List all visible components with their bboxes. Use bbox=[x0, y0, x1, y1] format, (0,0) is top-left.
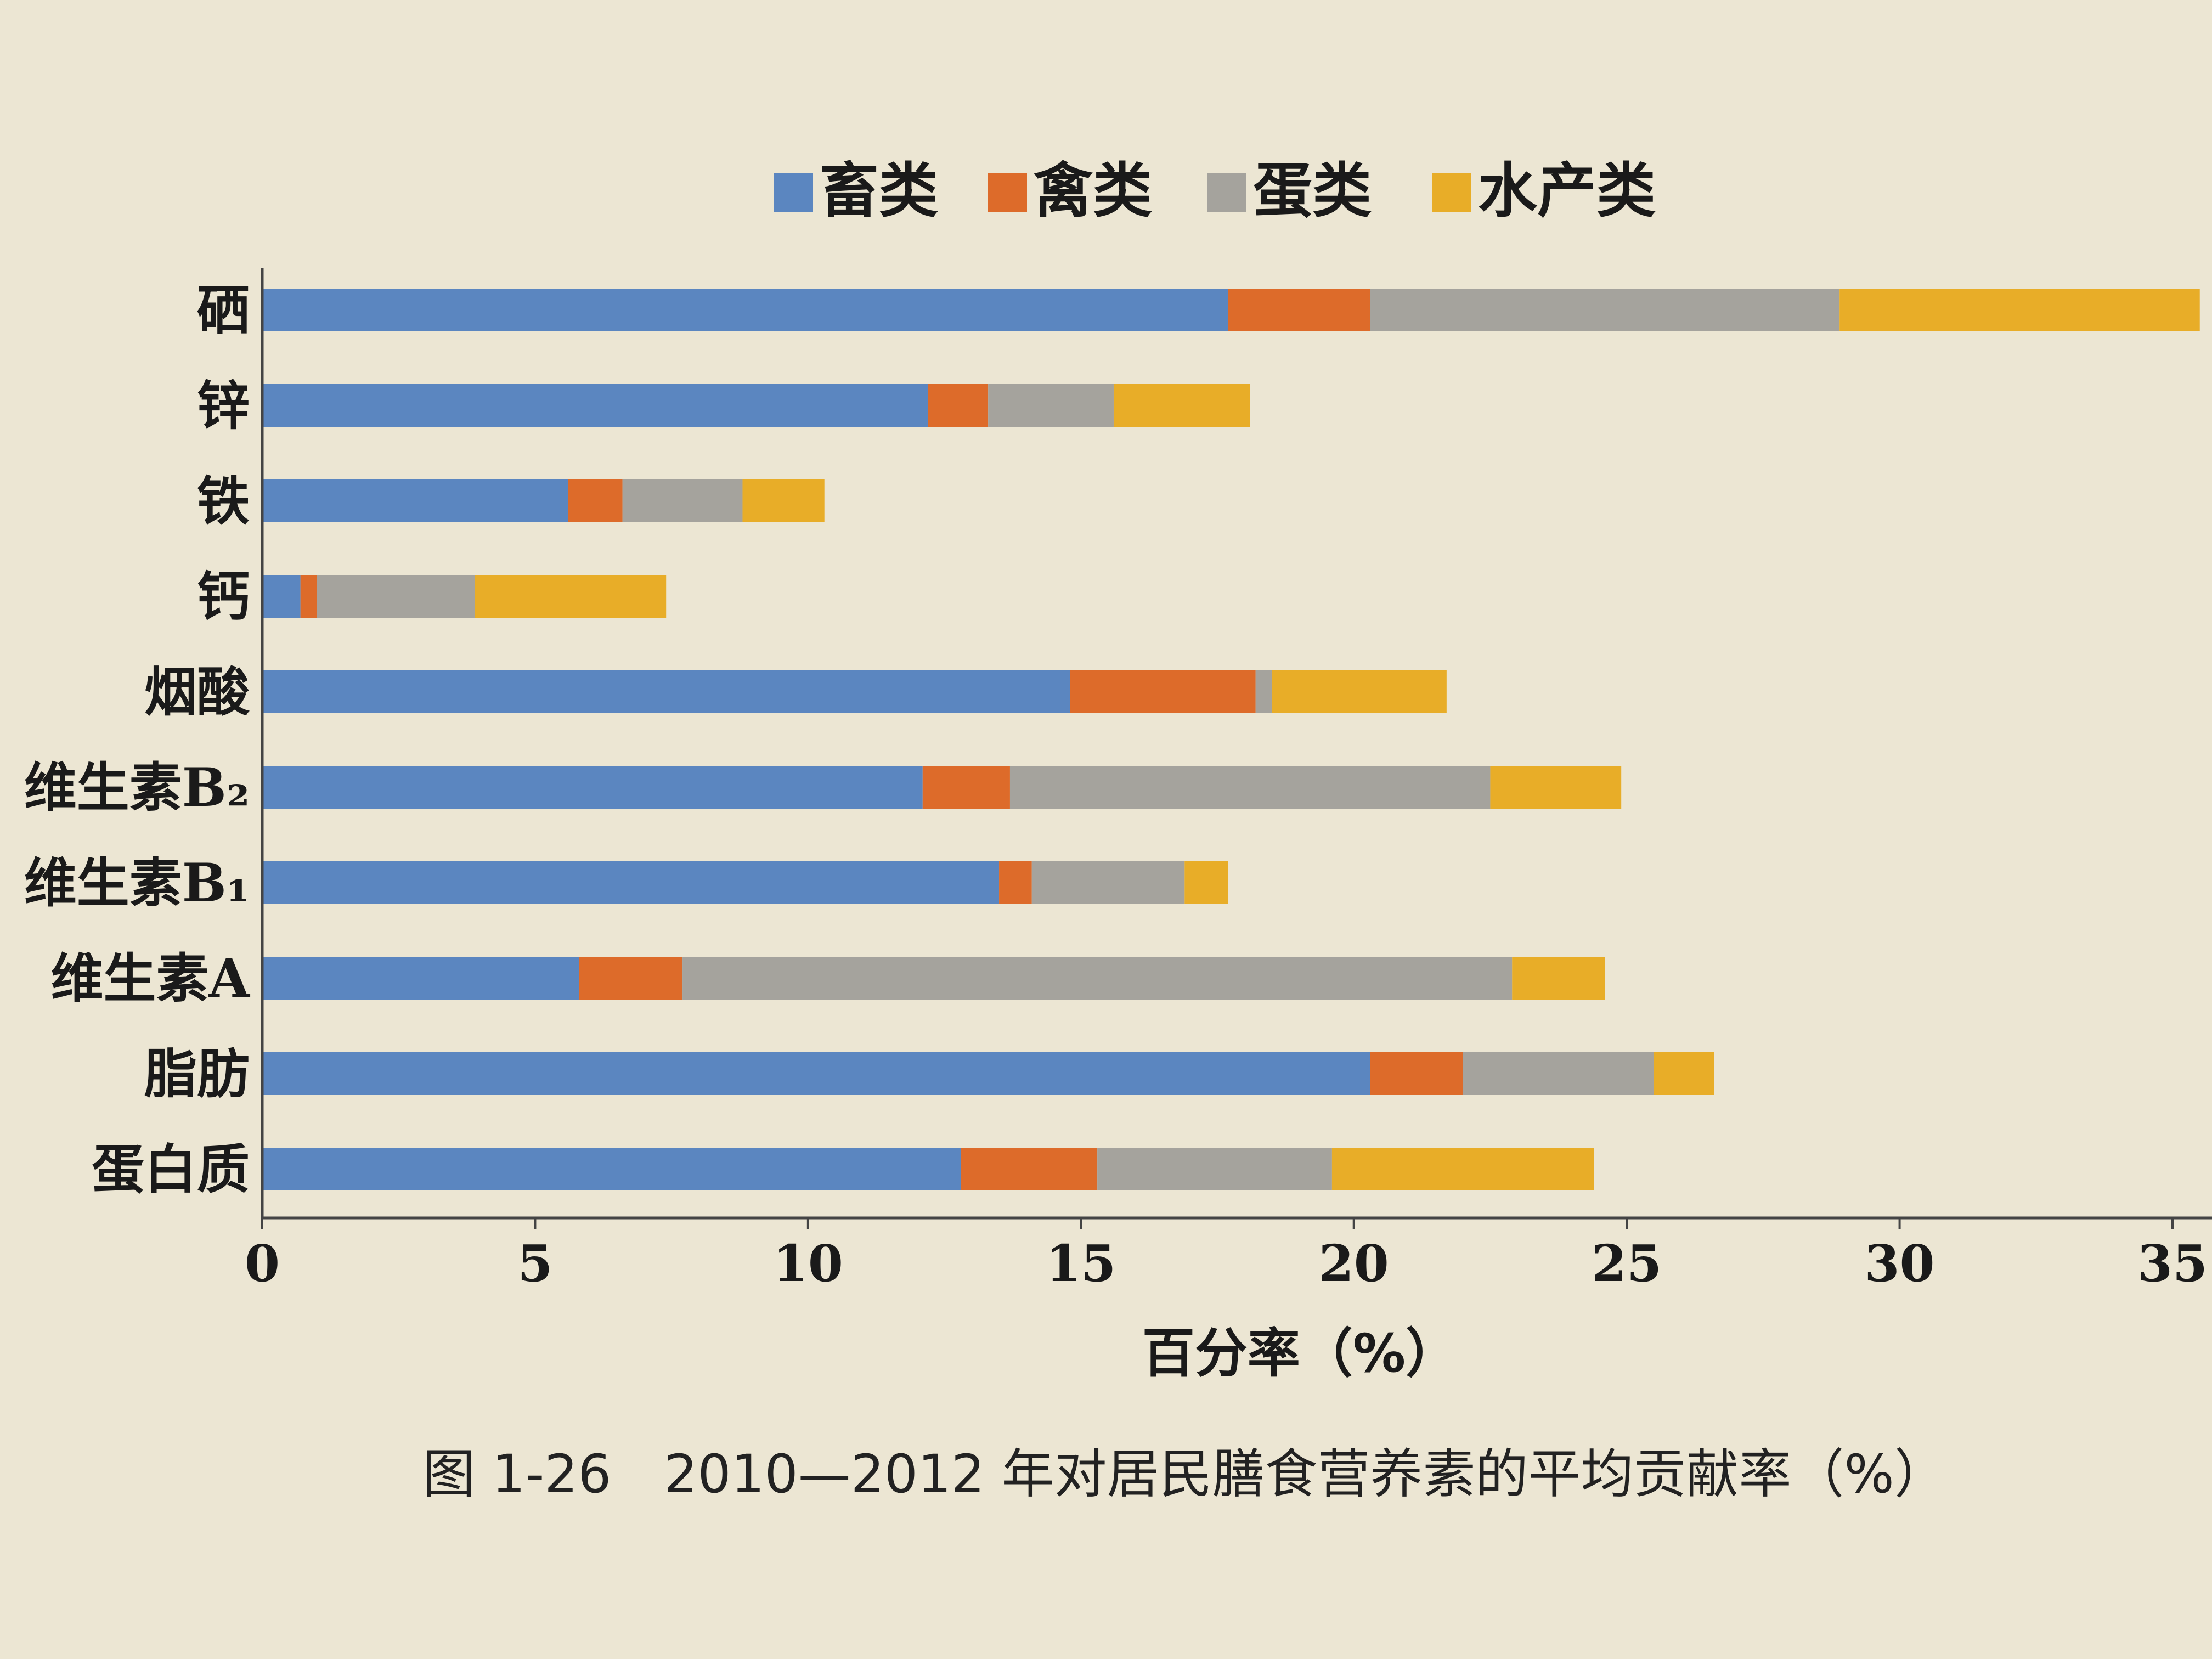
legend-label-2: 禽类 bbox=[1034, 157, 1152, 225]
bar-5-1 bbox=[262, 670, 1070, 713]
bar-1-4 bbox=[1839, 289, 2200, 331]
legend-swatch-1 bbox=[774, 173, 813, 212]
category-label-3: 铁 bbox=[197, 470, 250, 532]
category-label-2: 锌 bbox=[197, 375, 250, 437]
legend-label-3: 蛋类 bbox=[1253, 157, 1372, 225]
x-axis-title: 百分率（%） bbox=[1142, 1323, 1458, 1384]
bar-10-3 bbox=[1097, 1148, 1332, 1190]
x-tick-label-1: 0 bbox=[245, 1234, 280, 1293]
category-label-6: 维生素B₂ bbox=[24, 757, 250, 819]
bar-9-2 bbox=[1370, 1052, 1463, 1095]
legend: 畜类 禽类 蛋类 水产类 bbox=[774, 157, 1656, 225]
x-tick-label-5: 20 bbox=[1319, 1234, 1389, 1293]
bar-7-1 bbox=[262, 861, 1000, 904]
bar-1-3 bbox=[1370, 289, 1840, 331]
bar-4-1 bbox=[262, 575, 301, 618]
bar-6-4 bbox=[1490, 766, 1622, 809]
category-label-8: 维生素A bbox=[51, 947, 251, 1009]
bar-2-3 bbox=[988, 384, 1114, 427]
bar-6-1 bbox=[262, 766, 923, 809]
legend-swatch-4 bbox=[1432, 173, 1471, 212]
bar-1-2 bbox=[1228, 289, 1370, 331]
bar-3-2 bbox=[568, 479, 623, 522]
bar-5-4 bbox=[1272, 670, 1447, 713]
bar-4-4 bbox=[475, 575, 667, 618]
bar-8-4 bbox=[1512, 957, 1605, 1000]
bar-4-2 bbox=[300, 575, 317, 618]
bar-10-1 bbox=[262, 1148, 961, 1190]
legend-swatch-3 bbox=[1207, 173, 1246, 212]
x-tick-label-7: 30 bbox=[1865, 1234, 1935, 1293]
bar-1-1 bbox=[262, 289, 1228, 331]
bar-8-2 bbox=[579, 957, 683, 1000]
bar-7-2 bbox=[999, 861, 1032, 904]
category-label-7: 维生素B₁ bbox=[24, 852, 250, 914]
x-tick-label-2: 5 bbox=[517, 1234, 552, 1293]
bar-2-4 bbox=[1113, 384, 1250, 427]
figure-caption: 图 1-26 2010—2012 年对居民膳食营养素的平均贡献率（%） bbox=[422, 1443, 1947, 1505]
bar-9-1 bbox=[262, 1052, 1370, 1095]
bar-3-3 bbox=[622, 479, 743, 522]
legend-label-4: 水产类 bbox=[1478, 157, 1656, 225]
category-label-10: 蛋白质 bbox=[92, 1138, 250, 1200]
x-tick-label-8: 35 bbox=[2137, 1234, 2208, 1293]
bar-7-4 bbox=[1184, 861, 1228, 904]
bar-6-2 bbox=[922, 766, 1010, 809]
bar-2-2 bbox=[928, 384, 989, 427]
x-axis-ticks: 0 5 10 15 20 25 30 35 bbox=[245, 1218, 2208, 1293]
bar-10-2 bbox=[961, 1148, 1098, 1190]
bar-2-1 bbox=[262, 384, 928, 427]
category-label-9: 脂肪 bbox=[144, 1043, 250, 1105]
bar-5-2 bbox=[1070, 670, 1256, 713]
category-label-4: 钙 bbox=[197, 566, 250, 628]
bar-3-4 bbox=[742, 479, 825, 522]
bar-4-3 bbox=[317, 575, 475, 618]
bar-6-3 bbox=[1009, 766, 1491, 809]
bar-7-3 bbox=[1031, 861, 1185, 904]
bar-9-4 bbox=[1654, 1052, 1714, 1095]
x-tick-label-4: 15 bbox=[1046, 1234, 1116, 1293]
bar-8-3 bbox=[682, 957, 1513, 1000]
legend-label-1: 畜类 bbox=[820, 157, 938, 225]
legend-swatch-2 bbox=[988, 173, 1027, 212]
category-label-1: 硒 bbox=[197, 279, 250, 341]
bar-3-1 bbox=[262, 479, 568, 522]
bars bbox=[262, 289, 2200, 1190]
category-label-5: 烟酸 bbox=[144, 661, 250, 723]
x-tick-label-6: 25 bbox=[1592, 1234, 1662, 1293]
bar-10-4 bbox=[1331, 1148, 1594, 1190]
bar-9-3 bbox=[1463, 1052, 1654, 1095]
x-tick-label-3: 10 bbox=[773, 1234, 843, 1293]
bar-5-3 bbox=[1255, 670, 1272, 713]
bar-8-1 bbox=[262, 957, 579, 1000]
